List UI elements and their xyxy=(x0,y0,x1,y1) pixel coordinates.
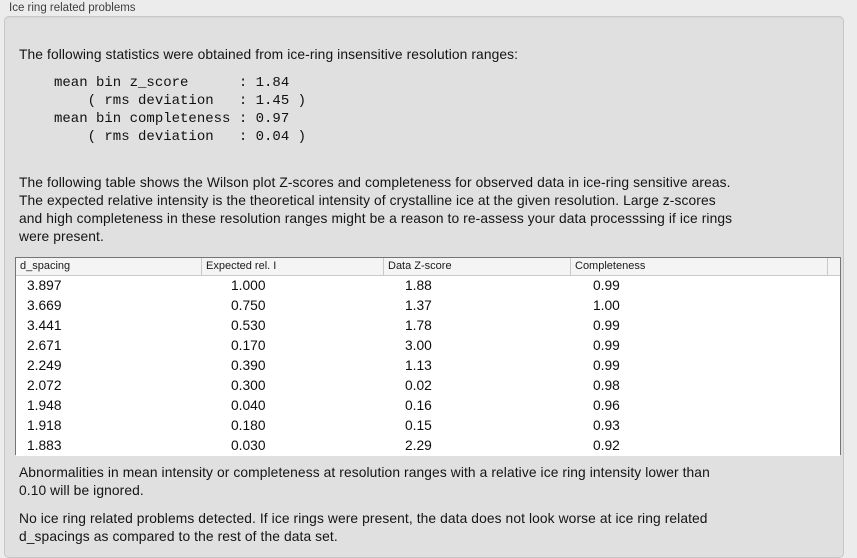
table-cell: 0.390 xyxy=(231,358,266,373)
ice-ring-panel: The following statistics were obtained f… xyxy=(4,16,844,558)
column-header-d-spacing[interactable]: d_spacing xyxy=(16,258,202,275)
table-cell: 0.02 xyxy=(405,378,432,393)
table-row[interactable]: 1.918 0.180 0.15 0.93 xyxy=(16,416,840,436)
table-cell: 0.170 xyxy=(231,338,266,353)
table-cell: 0.99 xyxy=(593,318,620,333)
table-cell: 1.88 xyxy=(405,278,432,293)
table-cell: 0.93 xyxy=(593,418,620,433)
table-cell: 0.92 xyxy=(593,438,620,453)
table-cell: 0.040 xyxy=(231,398,266,413)
ice-ring-table: d_spacing Expected rel. I Data Z-score C… xyxy=(15,257,841,456)
table-header-row: d_spacing Expected rel. I Data Z-score C… xyxy=(16,258,840,276)
groupbox-title: Ice ring related problems xyxy=(9,2,136,14)
table-cell: 0.16 xyxy=(405,398,432,413)
table-row[interactable]: 1.948 0.040 0.16 0.96 xyxy=(16,396,840,416)
table-row[interactable]: 2.249 0.390 1.13 0.99 xyxy=(16,356,840,376)
table-cell: 1.00 xyxy=(593,298,620,313)
table-cell: 3.441 xyxy=(27,318,62,333)
intro-text: The following statistics were obtained f… xyxy=(19,47,519,62)
table-cell: 0.180 xyxy=(231,418,266,433)
table-row[interactable]: 3.441 0.530 1.78 0.99 xyxy=(16,316,840,336)
table-cell: 1.78 xyxy=(405,318,432,333)
table-cell: 1.918 xyxy=(27,418,62,433)
table-row[interactable]: 2.671 0.170 3.00 0.99 xyxy=(16,336,840,356)
table-cell: 3.00 xyxy=(405,338,432,353)
column-header-expected-rel-i[interactable]: Expected rel. I xyxy=(202,258,384,275)
table-cell: 0.99 xyxy=(593,278,620,293)
table-cell: 0.99 xyxy=(593,358,620,373)
table-cell: 0.300 xyxy=(231,378,266,393)
table-cell: 1.883 xyxy=(27,438,62,453)
conclusion-text: No ice ring related problems detected. I… xyxy=(19,511,708,544)
table-cell: 0.99 xyxy=(593,338,620,353)
table-row[interactable]: 1.883 0.030 2.29 0.92 xyxy=(16,436,840,456)
stats-summary-block: mean bin z_score : 1.84 ( rms deviation … xyxy=(54,75,307,145)
table-cell: 2.249 xyxy=(27,358,62,373)
column-header-completeness[interactable]: Completeness xyxy=(571,258,828,275)
table-body: 3.897 1.000 1.88 0.99 3.669 0.750 1.37 1.00 3.44… xyxy=(16,276,840,456)
table-cell: 0.750 xyxy=(231,298,266,313)
table-cell: 1.000 xyxy=(231,278,266,293)
table-cell: 0.030 xyxy=(231,438,266,453)
table-cell: 1.948 xyxy=(27,398,62,413)
ignore-threshold-note: Abnormalities in mean intensity or compl… xyxy=(19,465,710,498)
table-cell: 3.897 xyxy=(27,278,62,293)
table-description-text: The following table shows the Wilson plo… xyxy=(19,175,733,244)
table-cell: 3.669 xyxy=(27,298,62,313)
table-cell: 0.98 xyxy=(593,378,620,393)
table-row[interactable]: 3.897 1.000 1.88 0.99 xyxy=(16,276,840,296)
column-header-spacer xyxy=(828,258,840,275)
table-cell: 2.072 xyxy=(27,378,62,393)
table-cell: 2.29 xyxy=(405,438,432,453)
table-cell: 1.13 xyxy=(405,358,432,373)
table-cell: 0.530 xyxy=(231,318,266,333)
table-cell: 0.15 xyxy=(405,418,432,433)
table-cell: 0.96 xyxy=(593,398,620,413)
table-cell: 1.37 xyxy=(405,298,432,313)
table-row[interactable]: 3.669 0.750 1.37 1.00 xyxy=(16,296,840,316)
table-row[interactable]: 2.072 0.300 0.02 0.98 xyxy=(16,376,840,396)
column-header-data-z-score[interactable]: Data Z-score xyxy=(384,258,571,275)
table-cell: 2.671 xyxy=(27,338,62,353)
